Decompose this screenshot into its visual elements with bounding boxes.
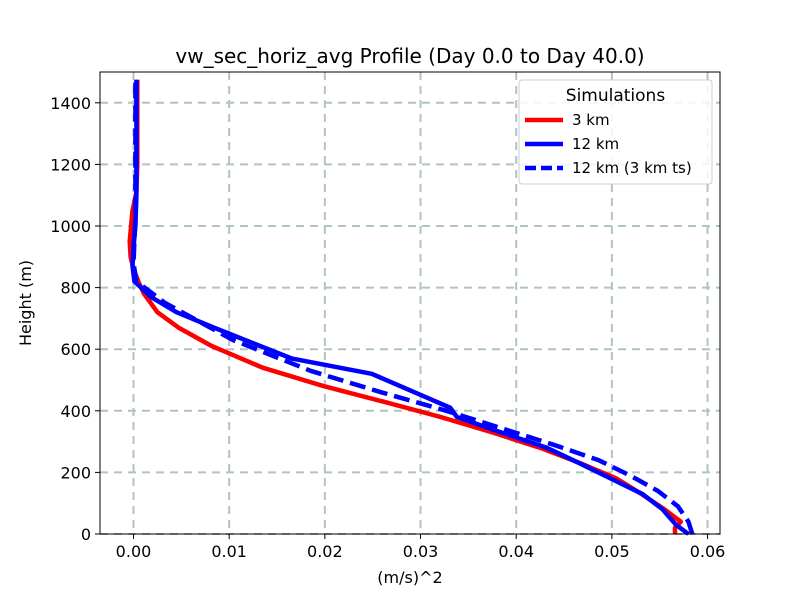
series-layer (127, 79, 695, 536)
plot-frame (99, 71, 721, 535)
y-axis-label: Height (m) (16, 260, 35, 346)
y-tick-label: 0 (81, 525, 91, 544)
x-tick-label: 0.01 (211, 542, 247, 561)
x-axis-ticks: 0.00 0.01 0.02 0.03 0.04 0.05 0.06 (116, 534, 726, 561)
x-tick-label: 0.04 (498, 542, 534, 561)
y-tick-label: 800 (60, 279, 91, 298)
y-tick-label: 1400 (50, 94, 91, 113)
x-tick-label: 0.02 (307, 542, 343, 561)
legend-label-1: 12 km (572, 135, 619, 153)
y-tick-label: 200 (60, 463, 91, 482)
x-tick-label: 0.06 (690, 542, 726, 561)
y-tick-label: 400 (60, 402, 91, 421)
y-tick-label: 600 (60, 340, 91, 359)
chart-title: vw_sec_horiz_avg Profile (Day 0.0 to Day… (175, 44, 644, 68)
y-tick-label: 1200 (50, 155, 91, 174)
y-axis-ticks: 0 200 400 600 800 1000 1200 1400 (50, 94, 100, 544)
legend-title: Simulations (566, 86, 666, 106)
x-tick-label: 0.03 (403, 542, 439, 561)
legend-box (518, 79, 713, 185)
legend: Simulations 3 km 12 km 12 km (3 km ts) (518, 79, 713, 185)
x-tick-label: 0.00 (116, 542, 152, 561)
x-tick-label: 0.05 (594, 542, 630, 561)
legend-label-2: 12 km (3 km ts) (572, 159, 692, 177)
legend-label-0: 3 km (572, 111, 610, 129)
series-line-1 (130, 79, 690, 536)
y-tick-label: 1000 (50, 217, 91, 236)
x-axis-label: (m/s)^2 (377, 568, 442, 587)
